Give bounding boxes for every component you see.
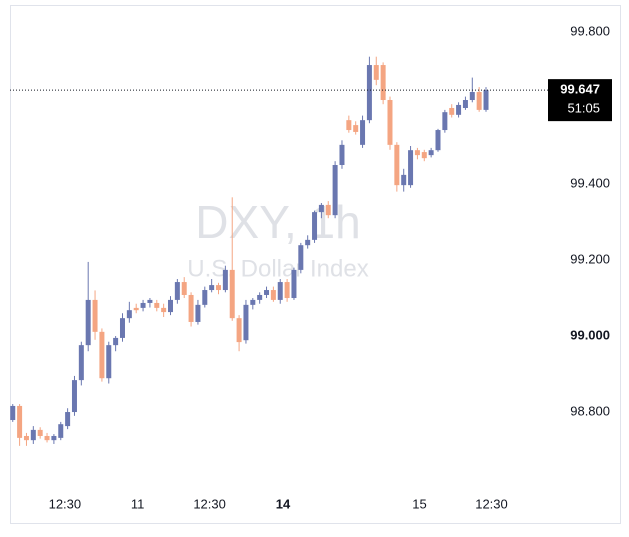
candle-body (44, 435, 50, 441)
candle-body (462, 100, 468, 108)
y-tick-label: 99.200 (570, 251, 610, 266)
countdown: 51:05 (567, 101, 600, 116)
x-tick-label: 12:30 (475, 496, 508, 511)
last-price-label: 99.647 (560, 82, 600, 97)
y-tick-label: 98.800 (570, 403, 610, 418)
candle-body (325, 204, 331, 216)
candle-body (270, 290, 276, 300)
y-tick-label: 99.400 (570, 175, 610, 190)
candle-body (17, 405, 23, 438)
candle-body (346, 120, 352, 131)
y-tick-label: 99.800 (570, 23, 610, 38)
x-tick-label: 12:30 (49, 496, 82, 511)
candle-body (133, 307, 139, 311)
x-tick-label: 14 (276, 496, 291, 511)
candle-body (65, 412, 71, 427)
candle-body (92, 299, 98, 332)
candle-body (37, 429, 43, 436)
candle-body (181, 282, 187, 295)
candle-body (312, 212, 318, 240)
x-tick-label: 11 (131, 496, 145, 511)
candle-body (305, 239, 311, 246)
candle-body (147, 299, 153, 303)
candle-body (195, 304, 201, 322)
candle-body (119, 318, 125, 338)
candle-body (318, 204, 324, 213)
candle-body (435, 130, 441, 151)
candle-body (168, 299, 173, 313)
chart-frame (10, 5, 621, 524)
candle-body (414, 150, 420, 156)
candle-body (442, 112, 448, 131)
candle-body (71, 380, 77, 413)
candle-body (161, 307, 167, 313)
candle-body (188, 294, 194, 322)
candle-body (23, 435, 29, 441)
candle-body (202, 290, 208, 305)
y-tick-label: 99.000 (570, 327, 610, 342)
candle-body (421, 152, 427, 159)
candle-body (58, 424, 64, 438)
candle-body (10, 405, 16, 421)
candle-body (106, 345, 112, 379)
candle-body (387, 100, 393, 145)
candle-body (222, 269, 228, 291)
candle-body (30, 429, 36, 441)
candle-body (394, 144, 400, 186)
candle-body (380, 65, 386, 101)
watermark-subtitle: U.S. Dollar Index (187, 255, 368, 282)
candle-body (174, 282, 180, 300)
candle-body (476, 92, 482, 110)
candle-body (51, 435, 57, 441)
candle-body (408, 150, 414, 186)
candle-body (373, 65, 379, 80)
candle-body (428, 150, 434, 156)
last-price-tag (548, 79, 612, 122)
candle-body (243, 304, 249, 341)
candle-body (353, 125, 359, 132)
candle-body (277, 282, 283, 300)
candle-body (126, 310, 132, 319)
candle-body (469, 92, 475, 101)
candle-body (209, 285, 215, 291)
candle-body (99, 331, 105, 379)
candle-body (449, 107, 455, 115)
candle-body (298, 245, 304, 270)
candle-body (456, 104, 462, 115)
candle-body (229, 269, 235, 319)
candle-body (401, 174, 407, 186)
candle-body (291, 269, 297, 299)
candle-body (366, 65, 372, 121)
candle-body (113, 337, 119, 346)
candle-body (85, 299, 91, 346)
candle-body (250, 299, 256, 305)
candle-body (140, 302, 146, 308)
candle-body (339, 144, 345, 165)
candle-body (154, 302, 160, 308)
candle-body (236, 318, 242, 343)
candle-body (284, 282, 290, 299)
candle-body (78, 345, 84, 381)
x-tick-label: 15 (412, 496, 426, 511)
candle-body (216, 285, 222, 291)
x-tick-label: 12:30 (193, 496, 226, 511)
candle-body (264, 290, 270, 295)
candle-body (360, 120, 366, 145)
candle-body (483, 90, 489, 110)
candle-body (332, 165, 338, 216)
candle-body (257, 294, 263, 300)
